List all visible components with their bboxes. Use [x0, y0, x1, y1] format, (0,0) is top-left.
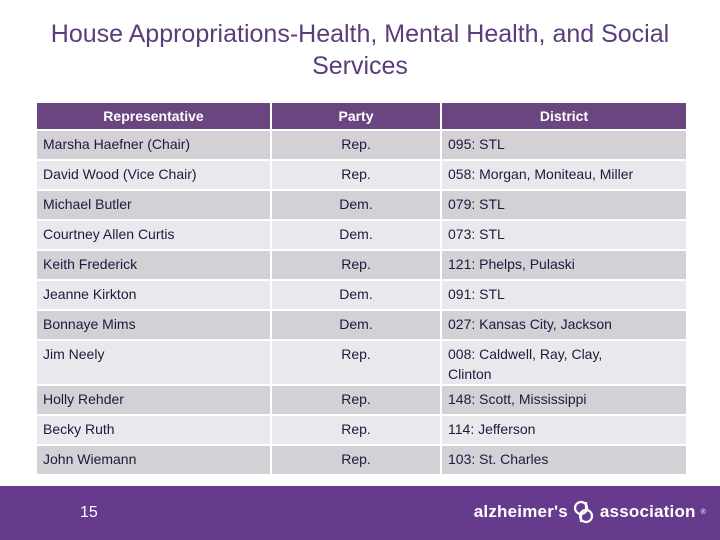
cell-party: Rep. [271, 339, 442, 385]
cell-representative: David Wood (Vice Chair) [37, 159, 272, 190]
page-number: 15 [80, 504, 98, 521]
logo-text-left: alzheimer's [473, 502, 568, 521]
registered-mark: ® [700, 508, 706, 516]
cell-representative: Michael Butler [37, 189, 272, 220]
header-party: Party [271, 103, 442, 130]
table-row: Michael Butler Dem. 079: STL [37, 189, 686, 220]
table-row: Keith Frederick Rep. 121: Phelps, Pulask… [37, 249, 686, 280]
table-row: Courtney Allen Curtis Dem. 073: STL [37, 219, 686, 250]
cell-party: Rep. [271, 249, 442, 280]
logo-mark-icon [573, 500, 595, 524]
slide-title: House Appropriations-Health, Mental Heal… [50, 20, 670, 80]
table-row: Bonnaye Mims Dem. 027: Kansas City, Jack… [37, 309, 686, 340]
alzheimers-association-logo: alzheimer's association ® [474, 500, 706, 524]
cell-representative: Holly Rehder [37, 384, 272, 415]
cell-district: 058: Morgan, Moniteau, Miller [441, 159, 686, 190]
cell-party: Dem. [271, 279, 442, 310]
cell-district: 121: Phelps, Pulaski [441, 249, 686, 280]
cell-district: 103: St. Charles [441, 444, 686, 474]
cell-representative: Becky Ruth [37, 414, 272, 445]
cell-district: 008: Caldwell, Ray, Clay, Clinton [441, 339, 686, 385]
cell-representative: Bonnaye Mims [37, 309, 272, 340]
cell-representative: Marsha Haefner (Chair) [37, 129, 272, 160]
cell-party: Dem. [271, 189, 442, 220]
table-row: David Wood (Vice Chair) Rep. 058: Morgan… [37, 159, 686, 190]
cell-district: 148: Scott, Mississippi [441, 384, 686, 415]
table-row: Marsha Haefner (Chair) Rep. 095: STL [37, 129, 686, 160]
header-district: District [441, 103, 686, 130]
cell-party: Dem. [271, 219, 442, 250]
cell-party: Rep. [271, 414, 442, 445]
table-row: Becky Ruth Rep. 114: Jefferson [37, 414, 686, 445]
table-row: Jim Neely Rep. 008: Caldwell, Ray, Clay,… [37, 339, 686, 385]
cell-district: 114: Jefferson [441, 414, 686, 445]
cell-representative: Keith Frederick [37, 249, 272, 280]
cell-party: Rep. [271, 159, 442, 190]
cell-district: 079: STL [441, 189, 686, 220]
cell-district: 095: STL [441, 129, 686, 160]
cell-party: Rep. [271, 129, 442, 160]
cell-district: 091: STL [441, 279, 686, 310]
cell-representative: Jeanne Kirkton [37, 279, 272, 310]
header-representative: Representative [37, 103, 272, 130]
cell-representative: Jim Neely [37, 339, 272, 385]
table-header-row: Representative Party District [37, 103, 686, 130]
cell-representative: John Wiemann [37, 444, 272, 474]
cell-party: Rep. [271, 444, 442, 474]
cell-party: Dem. [271, 309, 442, 340]
logo-text-right: association [599, 502, 696, 521]
table-row: John Wiemann Rep. 103: St. Charles [37, 444, 686, 474]
footer-bar: 15 alzheimer's association ® [0, 486, 720, 540]
table-row: Jeanne Kirkton Dem. 091: STL [37, 279, 686, 310]
cell-district: 073: STL [441, 219, 686, 250]
table-row: Holly Rehder Rep. 148: Scott, Mississipp… [37, 384, 686, 415]
cell-party: Rep. [271, 384, 442, 415]
committee-table: Representative Party District Marsha Hae… [37, 103, 686, 474]
cell-representative: Courtney Allen Curtis [37, 219, 272, 250]
cell-district: 027: Kansas City, Jackson [441, 309, 686, 340]
